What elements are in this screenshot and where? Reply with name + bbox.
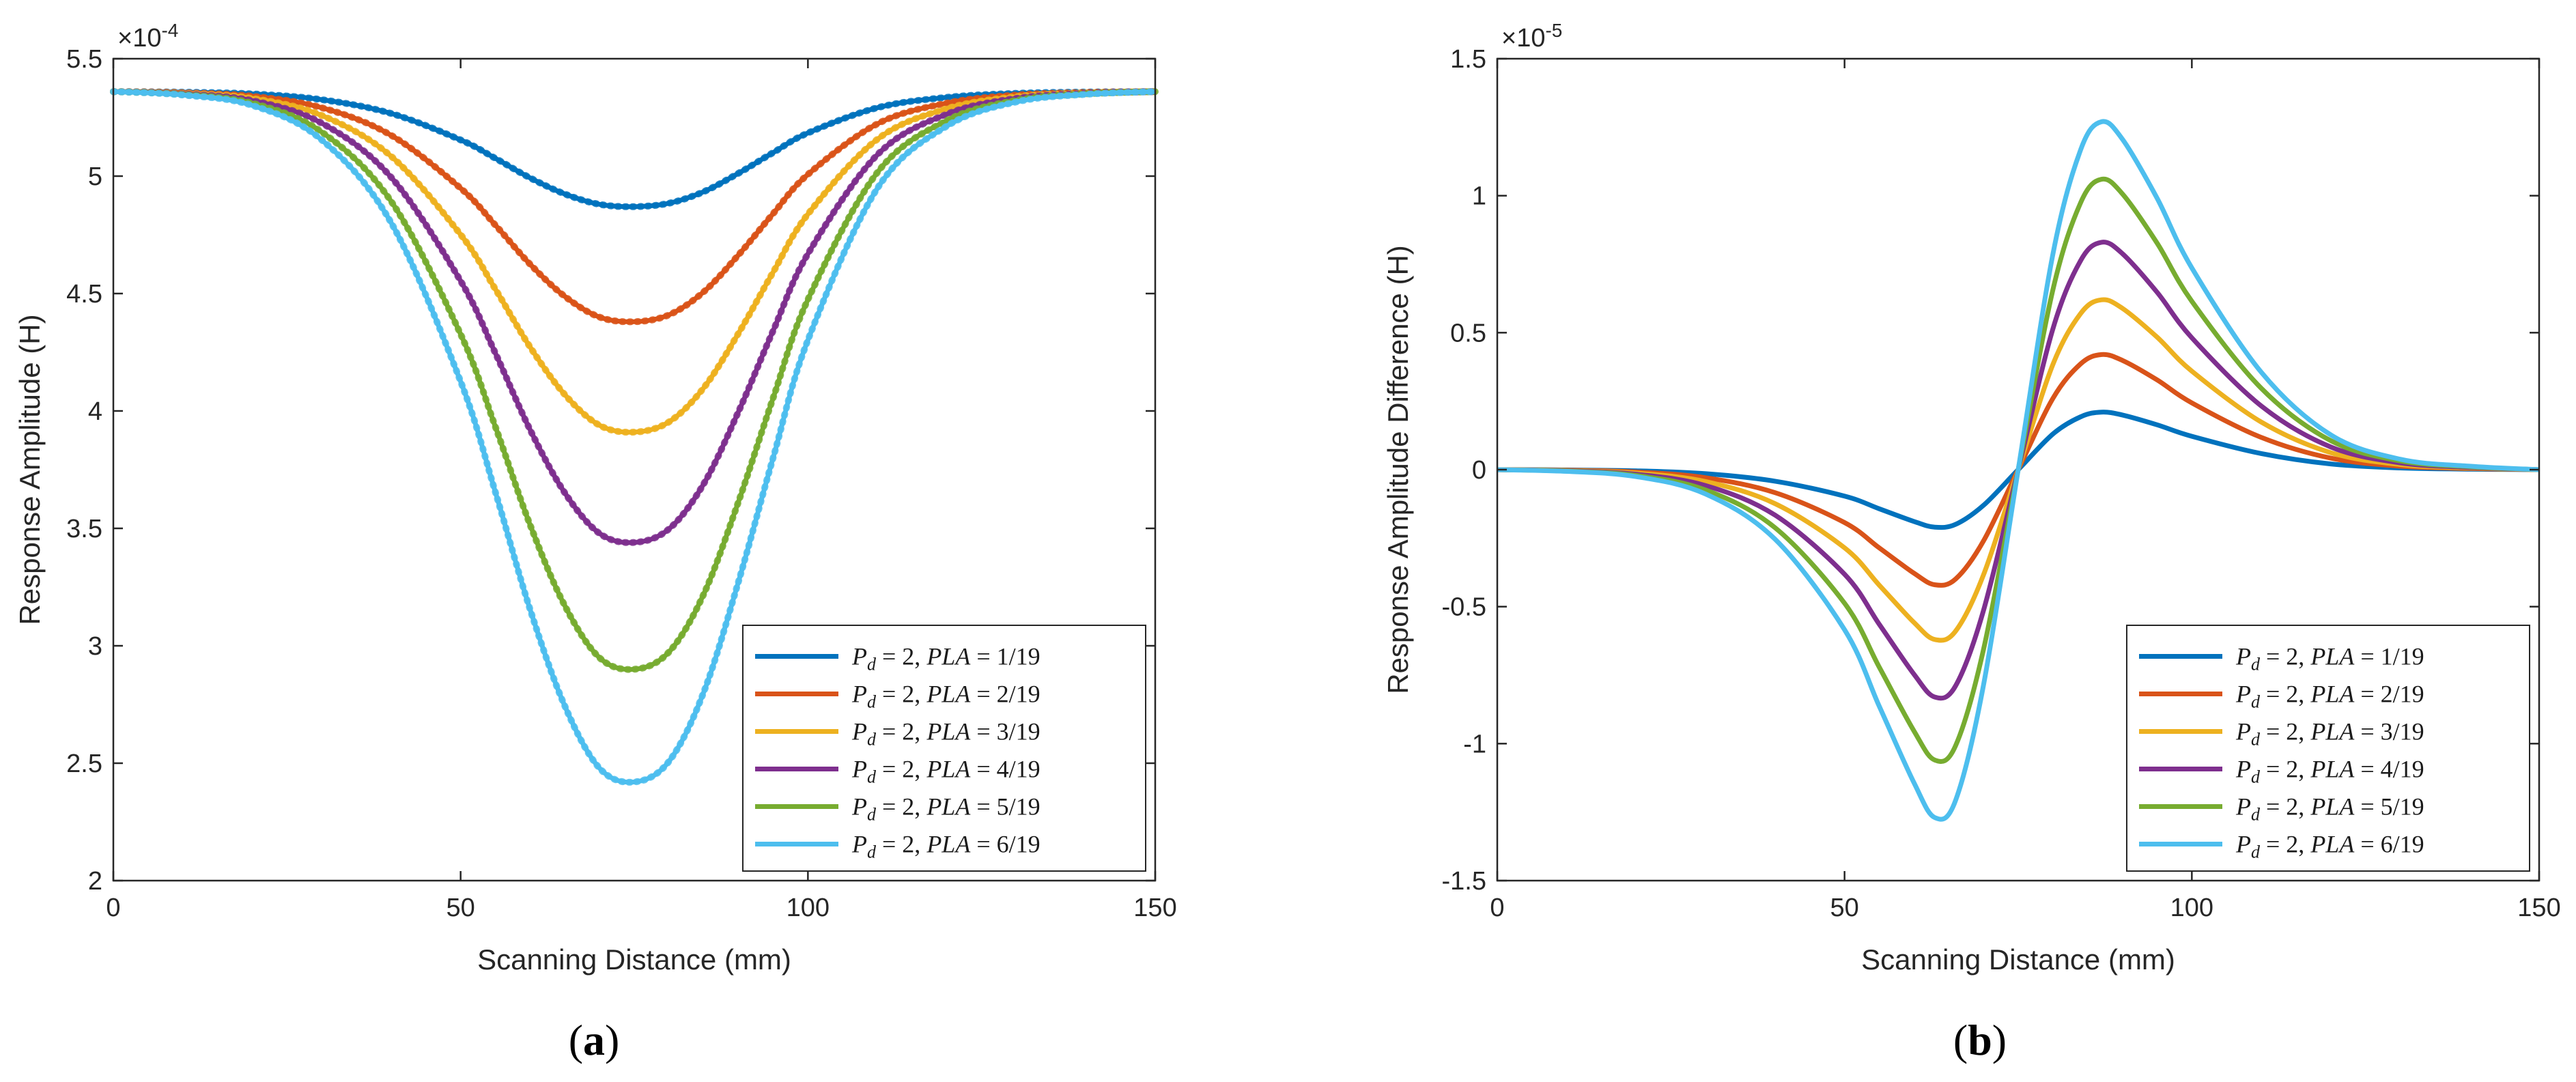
y-tick-label: -1.5	[1442, 867, 1486, 896]
series-markers-4	[110, 88, 1159, 546]
y-tick-label: 4.5	[66, 280, 102, 309]
legend-label-6: Pd = 2, PLA = 6/19	[2235, 831, 2424, 862]
x-axis-label-b: Scanning Distance (mm)	[1861, 943, 2175, 976]
series-group-b	[1497, 119, 2540, 822]
x-tick-label: 100	[2170, 894, 2213, 922]
y-tick-label: 0.5	[1450, 319, 1486, 347]
axes-frame-a	[112, 57, 1157, 882]
legend-label-3: Pd = 2, PLA = 3/19	[2235, 718, 2424, 750]
y-tick-label: 2.5	[66, 750, 102, 778]
legend-label-1: Pd = 2, PLA = 1/19	[2235, 643, 2424, 674]
legend-label-2: Pd = 2, PLA = 2/19	[2235, 681, 2424, 712]
y-tick-label: 3	[88, 632, 102, 661]
series-group-a	[110, 88, 1159, 786]
series-markers-2	[110, 88, 1159, 326]
caption-a: (a)	[569, 1016, 620, 1064]
series-markers-6	[110, 88, 1159, 786]
y-tick-label: -0.5	[1442, 593, 1486, 622]
y-exponent-b: ×10-5	[1501, 20, 1562, 53]
legend-label-3: Pd = 2, PLA = 3/19	[851, 718, 1041, 750]
legend-b: Pd = 2, PLA = 1/19 Pd = 2, PLA = 2/19 Pd =…	[2126, 625, 2530, 872]
legend-label-1: Pd = 2, PLA = 1/19	[851, 643, 1041, 674]
series-markers-1	[110, 88, 1159, 210]
y-exponent-a: ×10-4	[117, 20, 178, 53]
y-tick-label: 4	[88, 397, 102, 426]
x-tick-label: 150	[1133, 894, 1176, 922]
y-tick-label: 3.5	[66, 515, 102, 543]
x-tick-label: 150	[2517, 894, 2560, 922]
y-axis-label-b: Response Amplitude Difference (H)	[1382, 245, 1414, 694]
legend-a: Pd = 2, PLA = 1/19 Pd = 2, PLA = 2/19 Pd =…	[742, 625, 1146, 872]
y-tick-label: 5	[88, 162, 102, 191]
legend-label-2: Pd = 2, PLA = 2/19	[851, 681, 1041, 712]
series-markers-3	[110, 88, 1159, 436]
legend-label-4: Pd = 2, PLA = 4/19	[851, 756, 1041, 787]
y-tick-label: -1	[1463, 730, 1486, 758]
y-tick-label: 0	[1472, 456, 1486, 485]
y-tick-label: 5.5	[66, 45, 102, 74]
legend-label-6: Pd = 2, PLA = 6/19	[851, 831, 1041, 862]
x-tick-label: 0	[1490, 894, 1504, 922]
legend-label-5: Pd = 2, PLA = 5/19	[2235, 793, 2424, 825]
legend-label-5: Pd = 2, PLA = 5/19	[851, 793, 1041, 825]
legend-box	[2126, 625, 2530, 872]
caption-b: (b)	[1953, 1016, 2007, 1064]
legend-label-4: Pd = 2, PLA = 4/19	[2235, 756, 2424, 787]
y-tick-label: 2	[88, 867, 102, 896]
y-tick-label: 1.5	[1450, 45, 1486, 74]
x-axis-label-a: Scanning Distance (mm)	[477, 943, 791, 976]
series-markers-5	[110, 88, 1159, 673]
x-tick-label: 100	[787, 894, 830, 922]
y-tick-label: 1	[1472, 182, 1486, 211]
x-tick-label: 50	[447, 894, 475, 922]
x-tick-label: 50	[1830, 894, 1859, 922]
x-tick-label: 0	[106, 894, 120, 922]
series-line-6	[1497, 119, 2540, 822]
panel-a: 0 50 100 150 2 2.5 3 3.5 4 4.5 5 5.5 ×10-4 Scanning…	[14, 20, 1177, 1064]
legend-box	[742, 625, 1146, 872]
panel-b: 0 50 100 150 -1.5 -1 -0.5 0 0.5 1 1.5 ×10-5 Scanni…	[1382, 20, 2561, 1064]
y-axis-label-a: Response Amplitude (H)	[14, 314, 46, 625]
